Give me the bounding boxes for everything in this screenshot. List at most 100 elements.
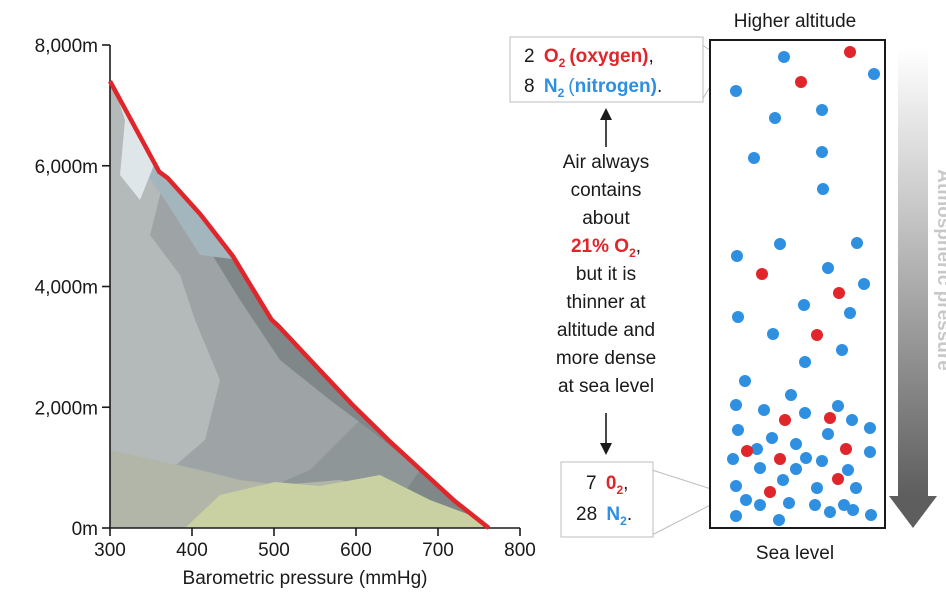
oxygen-molecule <box>832 473 844 485</box>
explanation-line8: more dense <box>556 348 656 369</box>
bottom-callout-n2-sub: 2 <box>620 514 627 528</box>
nitrogen-molecule <box>816 104 828 116</box>
x-tick-label: 500 <box>258 540 290 561</box>
arrow-up <box>600 108 612 147</box>
top-callout-n2-open: ( <box>568 76 575 97</box>
nitrogen-molecule <box>799 407 811 419</box>
nitrogen-molecule <box>864 446 876 458</box>
top-callout-box <box>509 36 704 103</box>
nitrogen-molecule <box>732 424 744 436</box>
nitrogen-molecule <box>732 311 744 323</box>
top-callout-n2-name: nitrogen) <box>575 76 657 97</box>
explanation-line4: 21% O2, <box>571 236 641 260</box>
oxygen-molecule <box>764 486 776 498</box>
top-callout-n2-sub: 2 <box>558 86 565 100</box>
nitrogen-molecule <box>822 428 834 440</box>
nitrogen-molecule <box>730 480 742 492</box>
nitrogen-molecule <box>740 494 752 506</box>
bottom-callout: 7 02, 28 N2. <box>560 461 732 538</box>
pressure-arrow: Atmospheric pressure <box>889 48 946 528</box>
explanation-line5: but it is <box>576 264 636 285</box>
y-tick-label: 4,000m <box>35 278 98 299</box>
explanation-line2: contains <box>571 180 642 201</box>
explanation-line9: at sea level <box>558 376 654 397</box>
nitrogen-molecule <box>864 422 876 434</box>
altitude-pressure-chart: 0m 2,000m 4,000m 6,000m 8,000m 300 400 500 600 7… <box>35 36 536 589</box>
nitrogen-molecule <box>824 506 836 518</box>
column-top-label: Higher altitude <box>734 11 857 32</box>
nitrogen-molecule <box>790 463 802 475</box>
nitrogen-molecule <box>832 400 844 412</box>
top-callout-n2-count: 8 <box>524 76 535 97</box>
x-axis-title: Barometric pressure (mmHg) <box>183 568 428 589</box>
top-callout-o2-formula: O <box>544 46 559 67</box>
oxygen-molecule <box>779 414 791 426</box>
bottom-callout-box <box>560 461 654 538</box>
explanation-pct-sub: 2 <box>629 246 636 260</box>
oxygen-molecule <box>824 412 836 424</box>
nitrogen-molecule <box>847 504 859 516</box>
y-tick-label: 8,000m <box>35 36 98 57</box>
mountain-illustration <box>110 81 489 528</box>
top-callout-o2-count: 2 <box>524 46 535 67</box>
x-axis-ticks: 300 400 500 600 700 800 <box>94 528 536 561</box>
nitrogen-molecule <box>844 307 856 319</box>
top-callout-o2-name: (oxygen) <box>569 46 648 67</box>
x-tick-label: 800 <box>504 540 536 561</box>
oxygen-molecule <box>795 76 807 88</box>
pressure-arrow-label: Atmospheric pressure <box>933 169 946 371</box>
nitrogen-molecule <box>778 51 790 63</box>
nitrogen-molecule <box>730 85 742 97</box>
bottom-callout-o2-sub: 2 <box>616 483 623 497</box>
oxygen-molecule <box>840 443 852 455</box>
column-bottom-label: Sea level <box>756 543 834 564</box>
top-callout-line1: 2 O2 (oxygen), <box>524 46 654 70</box>
top-callout-line1-end: , <box>649 46 654 67</box>
bottom-callout-o2-count: 7 <box>586 473 597 494</box>
nitrogen-molecule <box>731 250 743 262</box>
y-axis-ticks: 0m 2,000m 4,000m 6,000m 8,000m <box>35 36 110 540</box>
explanation-line1: Air always <box>563 152 650 173</box>
nitrogen-molecule <box>836 344 848 356</box>
explanation-line6: thinner at <box>566 292 646 313</box>
nitrogen-molecule <box>850 482 862 494</box>
nitrogen-molecule <box>816 146 828 158</box>
y-tick-label: 2,000m <box>35 398 98 419</box>
nitrogen-molecule <box>868 68 880 80</box>
pressure-arrow-shaft <box>898 48 928 496</box>
top-callout-line2: 8 N2 (nitrogen). <box>524 76 662 100</box>
arrow-down <box>600 413 612 455</box>
oxygen-molecule <box>756 268 768 280</box>
nitrogen-molecule <box>777 474 789 486</box>
nitrogen-molecule <box>774 238 786 250</box>
nitrogen-molecule <box>811 482 823 494</box>
nitrogen-molecule <box>838 499 850 511</box>
nitrogen-molecule <box>767 328 779 340</box>
top-callout: 2 O2 (oxygen), 8 N2 (nitrogen). <box>509 36 727 103</box>
nitrogen-molecule <box>842 464 854 476</box>
top-callout-line2-end: . <box>657 76 662 97</box>
bottom-callout-line2: 28 N2. <box>576 504 632 528</box>
oxygen-molecule <box>741 445 753 457</box>
pressure-curve <box>108 80 491 530</box>
oxygen-molecule <box>833 287 845 299</box>
nitrogen-molecule <box>785 389 797 401</box>
y-tick-label: 0m <box>72 519 98 540</box>
oxygen-molecule <box>774 453 786 465</box>
nitrogen-molecule <box>754 499 766 511</box>
bottom-callout-n2-formula: N <box>606 504 620 525</box>
bottom-callout-o2-formula: 0 <box>606 473 617 494</box>
valley-green <box>185 475 489 528</box>
nitrogen-molecule <box>851 237 863 249</box>
explanation-line3: about <box>582 208 630 229</box>
nitrogen-molecule <box>769 112 781 124</box>
nitrogen-molecule <box>758 404 770 416</box>
nitrogen-molecule <box>822 262 834 274</box>
nitrogen-molecule <box>754 462 766 474</box>
bottom-callout-line1-end: , <box>623 473 628 494</box>
explanation-pct: 21% O <box>571 236 629 257</box>
nitrogen-molecule <box>730 399 742 411</box>
explanation-text: Air always contains about 21% O2, but it… <box>556 152 656 397</box>
oxygen-molecule <box>844 46 856 58</box>
